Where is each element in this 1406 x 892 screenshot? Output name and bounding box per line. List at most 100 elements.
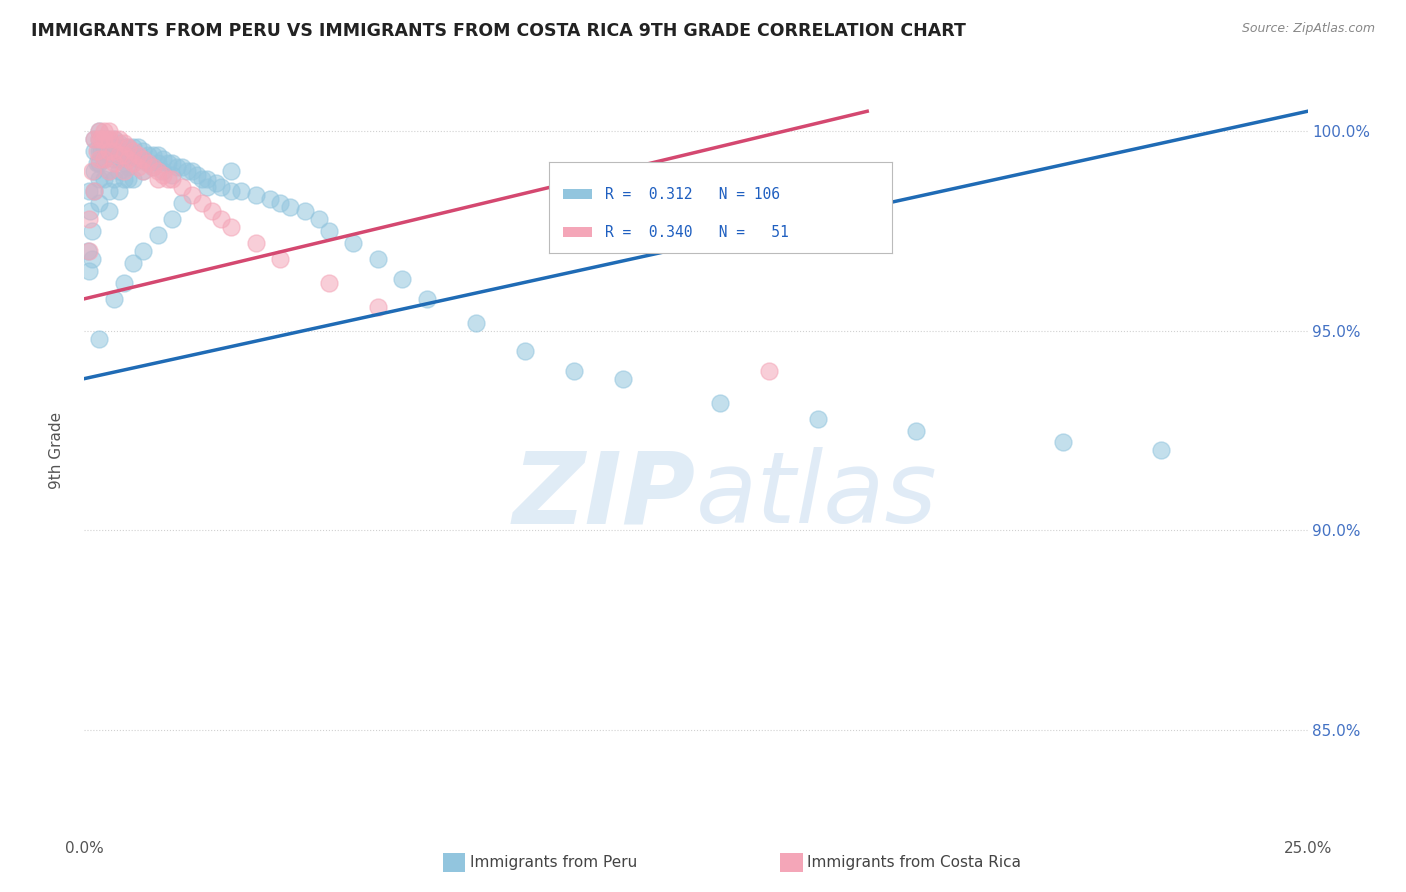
Point: [122, 156, 145, 170]
Point: [93, 152, 115, 166]
Point: [93, 172, 115, 186]
Point: [162, 172, 184, 186]
Point: [83, 184, 105, 198]
Point: [181, 164, 204, 178]
Point: [86, 144, 108, 158]
Point: [112, 136, 135, 151]
Point: [132, 144, 155, 158]
Point: [87, 132, 110, 146]
Point: [318, 224, 340, 238]
Point: [93, 152, 115, 166]
Point: [97, 164, 120, 178]
Point: [172, 180, 194, 194]
Point: [162, 168, 184, 182]
Point: [122, 156, 145, 170]
Point: [195, 172, 218, 186]
Point: [79, 204, 101, 219]
Point: [122, 172, 145, 186]
Point: [127, 152, 149, 166]
Point: [136, 148, 159, 162]
Point: [87, 124, 110, 138]
Point: [146, 172, 169, 186]
Point: [209, 212, 232, 227]
Point: [205, 176, 228, 190]
Point: [142, 160, 165, 174]
Point: [112, 164, 135, 178]
Text: atlas: atlas: [696, 448, 938, 544]
Point: [136, 156, 159, 170]
Point: [229, 184, 252, 198]
Point: [90, 132, 112, 146]
Point: [219, 219, 242, 234]
Point: [103, 140, 125, 154]
Point: [391, 272, 413, 286]
Point: [83, 164, 105, 178]
Point: [191, 196, 214, 211]
Point: [181, 188, 204, 202]
Point: [97, 164, 120, 178]
Point: [87, 132, 110, 146]
Point: [90, 144, 112, 158]
Point: [132, 244, 155, 258]
Point: [195, 180, 218, 194]
Point: [87, 156, 110, 170]
Point: [93, 132, 115, 146]
Point: [77, 212, 100, 227]
Point: [86, 156, 108, 170]
Point: [103, 132, 125, 146]
Point: [342, 235, 364, 250]
Point: [132, 164, 155, 178]
Point: [87, 172, 110, 186]
Point: [107, 152, 129, 166]
Point: [97, 148, 120, 162]
Point: [156, 156, 179, 170]
Point: [612, 371, 634, 385]
Point: [172, 160, 194, 174]
Point: [152, 168, 174, 182]
Point: [80, 252, 103, 266]
Point: [127, 148, 149, 162]
Point: [87, 332, 110, 346]
Point: [103, 156, 125, 170]
Point: [103, 292, 125, 306]
Point: [464, 316, 486, 330]
Point: [308, 212, 330, 227]
Point: [107, 148, 129, 162]
Point: [172, 196, 194, 211]
Point: [146, 164, 169, 178]
Point: [709, 395, 731, 409]
Point: [93, 124, 115, 138]
Point: [83, 144, 105, 158]
Point: [152, 152, 174, 166]
Point: [259, 192, 281, 206]
Point: [132, 164, 155, 178]
Point: [245, 188, 267, 202]
Point: [93, 140, 115, 154]
Point: [93, 132, 115, 146]
Point: [245, 235, 267, 250]
Point: [132, 152, 155, 166]
Point: [112, 172, 135, 186]
Text: IMMIGRANTS FROM PERU VS IMMIGRANTS FROM COSTA RICA 9TH GRADE CORRELATION CHART: IMMIGRANTS FROM PERU VS IMMIGRANTS FROM …: [31, 22, 966, 40]
Point: [132, 152, 155, 166]
Point: [83, 132, 105, 146]
Point: [1150, 443, 1173, 458]
Point: [278, 200, 301, 214]
Point: [103, 152, 125, 166]
Point: [176, 164, 198, 178]
Point: [83, 184, 105, 198]
Point: [294, 204, 316, 219]
Point: [77, 244, 100, 258]
Text: Immigrants from Peru: Immigrants from Peru: [470, 855, 637, 870]
Point: [807, 411, 830, 425]
Point: [117, 148, 139, 162]
Point: [186, 168, 208, 182]
Point: [136, 156, 159, 170]
Point: [156, 172, 179, 186]
Point: [77, 184, 100, 198]
Point: [97, 204, 120, 219]
Point: [77, 264, 100, 278]
Point: [127, 160, 149, 174]
Point: [122, 256, 145, 270]
Point: [112, 140, 135, 154]
